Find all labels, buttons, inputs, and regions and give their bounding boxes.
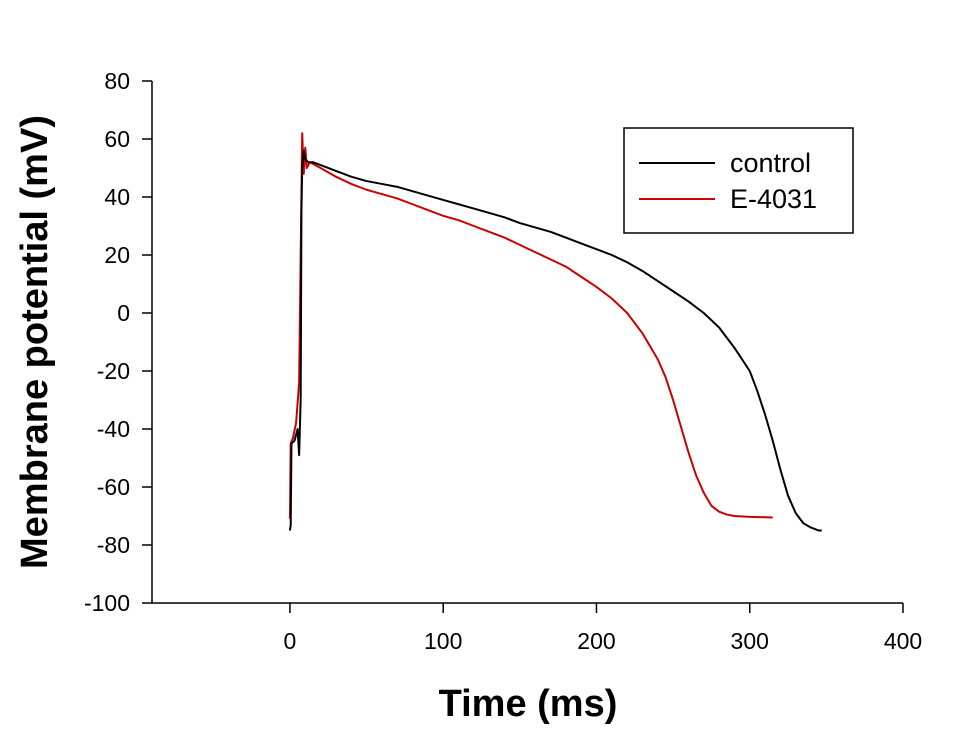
x-tick-label: 0 bbox=[284, 628, 297, 654]
y-tick-label: -40 bbox=[97, 416, 130, 442]
x-tick-label: 400 bbox=[884, 628, 922, 654]
series-line-control bbox=[288, 149, 822, 532]
series-layer bbox=[288, 132, 822, 532]
y-tick-label: -100 bbox=[84, 590, 130, 616]
y-tick-label: -60 bbox=[97, 474, 130, 500]
axes: -100 -80 -60 -40 -20 0 20 40 60 80 0 100 200 300 400 bbox=[84, 68, 922, 654]
x-tick-label: 100 bbox=[424, 628, 462, 654]
series-line-e4031 bbox=[288, 132, 773, 519]
legend-label-control: control bbox=[730, 148, 811, 178]
x-axis-title: Time (ms) bbox=[439, 683, 618, 725]
y-tick-label: 0 bbox=[117, 300, 130, 326]
y-tick-label: -20 bbox=[97, 358, 130, 384]
legend-box bbox=[623, 127, 854, 234]
legend: control E-4031 bbox=[623, 127, 854, 234]
x-tick-label: 200 bbox=[577, 628, 615, 654]
y-tick-label: 40 bbox=[104, 184, 130, 210]
y-tick-label: -80 bbox=[97, 532, 130, 558]
y-tick-label: 80 bbox=[104, 68, 130, 94]
y-tick-label: 60 bbox=[104, 126, 130, 152]
legend-label-e4031: E-4031 bbox=[730, 184, 817, 214]
y-tick-label: 20 bbox=[104, 242, 130, 268]
y-axis-title: Membrane potential (mV) bbox=[14, 115, 56, 569]
x-tick-label: 300 bbox=[731, 628, 769, 654]
